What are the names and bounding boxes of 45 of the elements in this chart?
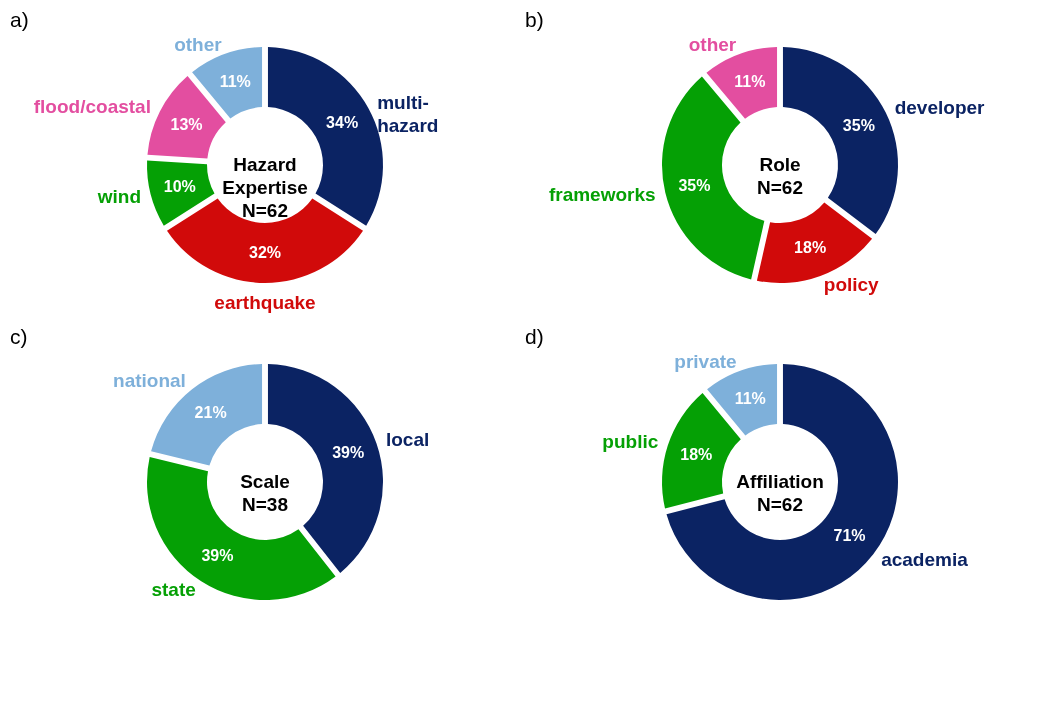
- donut-slice: [166, 198, 364, 283]
- data-label: 11%: [734, 390, 766, 408]
- donut-slice: [147, 160, 215, 226]
- slice-label: national: [113, 370, 186, 392]
- slice-label: academia: [881, 549, 969, 571]
- slice-label: wind: [96, 185, 142, 207]
- data-label: 39%: [332, 444, 365, 462]
- data-label: 34%: [326, 113, 359, 131]
- slice-label: flood/coastal: [33, 95, 151, 117]
- text: a): [10, 8, 29, 31]
- slice-label: other: [174, 33, 223, 55]
- slice-label: state: [151, 578, 196, 600]
- slice-label: private: [674, 350, 737, 372]
- text: N=62: [757, 177, 803, 198]
- text: Affiliation: [736, 471, 824, 492]
- data-label: 71%: [833, 526, 866, 544]
- data-label: 35%: [842, 116, 875, 134]
- data-label: 18%: [680, 445, 713, 463]
- data-label: 11%: [734, 73, 766, 91]
- text: d): [525, 325, 544, 348]
- text: b): [525, 8, 544, 31]
- text: c): [10, 325, 28, 348]
- data-label: 32%: [248, 244, 282, 261]
- data-label: 35%: [678, 176, 711, 194]
- slice-label: policy: [823, 274, 880, 296]
- slice-label: public: [602, 431, 659, 453]
- slice-label: earthquake: [214, 292, 316, 313]
- data-label: 18%: [794, 238, 827, 256]
- text: Role: [759, 154, 801, 175]
- donut-slice: [147, 457, 336, 600]
- slice-label: other: [688, 33, 737, 55]
- slice-label: local: [385, 429, 430, 451]
- text: Scale: [240, 471, 290, 492]
- text: N=62: [242, 200, 288, 221]
- slice-label: frameworks: [548, 184, 656, 206]
- data-label: 10%: [163, 177, 196, 195]
- text: N=38: [242, 494, 288, 515]
- data-label: 39%: [201, 547, 234, 565]
- text: Hazard Expertise: [222, 154, 308, 198]
- data-label: 11%: [219, 73, 251, 91]
- data-label: 21%: [194, 403, 227, 421]
- slice-label: developer: [894, 97, 986, 119]
- text: N=62: [757, 494, 803, 515]
- slice-label: multi-hazard: [377, 92, 439, 137]
- data-label: 13%: [170, 116, 203, 134]
